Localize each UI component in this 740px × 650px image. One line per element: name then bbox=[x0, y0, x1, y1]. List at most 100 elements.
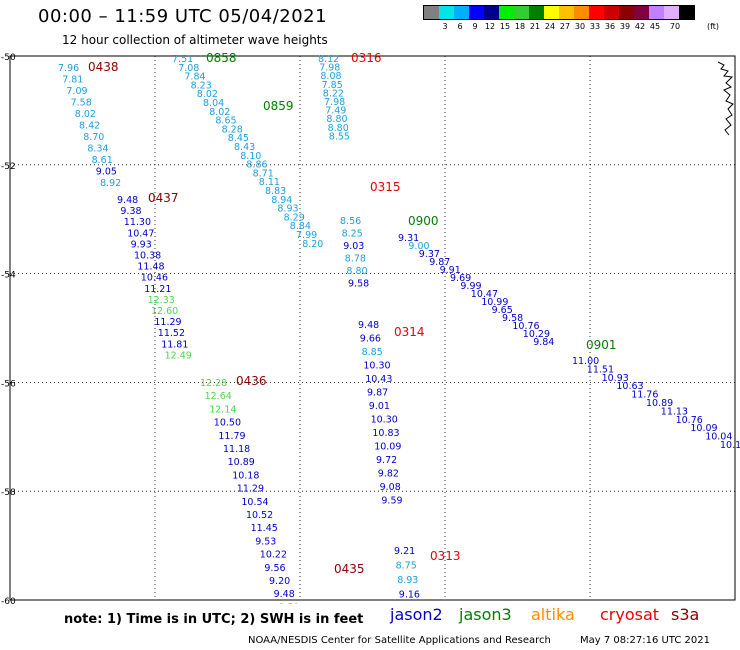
pass-time-label: 0435 bbox=[334, 562, 365, 576]
scale-label: 30 bbox=[574, 22, 586, 31]
swh-value: 12.14 bbox=[209, 404, 236, 415]
swh-value: 10.38 bbox=[134, 251, 161, 262]
lat-tick-label: -52 bbox=[1, 162, 16, 172]
pass-time-label: 0315 bbox=[370, 180, 401, 194]
scale-label: 3 bbox=[442, 22, 448, 31]
swh-value: 9.01 bbox=[369, 401, 390, 412]
page-subtitle: 12 hour collection of altimeter wave hei… bbox=[62, 33, 328, 47]
swh-value: 10.93 bbox=[602, 373, 629, 384]
swh-value: 10.89 bbox=[228, 457, 255, 468]
swh-value: 9.38 bbox=[120, 206, 141, 217]
swh-value: 8.23 bbox=[191, 80, 212, 91]
swh-value: 10.47 bbox=[127, 228, 154, 239]
pass-time-label: 0901 bbox=[586, 338, 617, 352]
scale-swatch bbox=[559, 6, 574, 19]
scale-label: 21 bbox=[529, 22, 541, 31]
swh-value: 11.45 bbox=[251, 523, 278, 534]
swh-value: 11.29 bbox=[154, 317, 181, 328]
swh-value: 8.43 bbox=[234, 142, 255, 153]
swh-value: 10.50 bbox=[214, 418, 241, 429]
swh-value: 8.04 bbox=[203, 98, 224, 109]
scale-swatch bbox=[604, 6, 619, 19]
swh-value: 8.80 bbox=[328, 123, 349, 134]
swh-value: 9.72 bbox=[376, 455, 397, 466]
swh-value: 10.29 bbox=[523, 329, 550, 340]
swh-value: 8.55 bbox=[329, 131, 350, 142]
swh-value: 7.51 bbox=[172, 54, 193, 65]
swh-value: 7.49 bbox=[325, 106, 346, 117]
scale-swatch bbox=[514, 6, 529, 19]
swh-value: 10.18 bbox=[232, 470, 259, 481]
scale-label: 24 bbox=[544, 22, 556, 31]
legend-jason2: jason2 bbox=[390, 605, 443, 624]
swh-value: 10.43 bbox=[365, 374, 392, 385]
swh-value: 8.10 bbox=[240, 151, 261, 162]
lat-tick-label: -54 bbox=[1, 271, 16, 281]
swh-value: 9.53 bbox=[255, 536, 276, 547]
swh-value: 10.16 bbox=[720, 440, 740, 451]
swh-value: 8.11 bbox=[259, 177, 280, 188]
swh-value: 10.04 bbox=[705, 432, 732, 443]
swh-value: 8.34 bbox=[87, 144, 108, 155]
swh-value: 8.92 bbox=[100, 178, 121, 189]
swh-value: 12.64 bbox=[205, 391, 232, 402]
swh-value: 8.02 bbox=[209, 107, 230, 118]
swh-value: 9.21 bbox=[394, 546, 415, 557]
swh-value: 11.79 bbox=[218, 431, 245, 442]
swh-value: 8.12 bbox=[318, 54, 339, 65]
swh-value: 10.63 bbox=[616, 381, 643, 392]
scale-label: 6 bbox=[457, 22, 463, 31]
legend-s3a: s3a bbox=[671, 605, 700, 624]
swh-value: 9.20 bbox=[269, 576, 290, 587]
scale-swatch bbox=[589, 6, 604, 19]
swh-value: 8.59 bbox=[278, 602, 299, 604]
scale-swatch bbox=[649, 6, 664, 19]
scale-swatch bbox=[484, 6, 499, 19]
scale-label: 42 bbox=[634, 22, 646, 31]
scale-swatch bbox=[619, 6, 634, 19]
scale-label: 39 bbox=[619, 22, 631, 31]
swh-value: 7.85 bbox=[322, 80, 343, 91]
scale-swatch bbox=[469, 6, 484, 19]
swh-value: 10.09 bbox=[690, 423, 717, 434]
swh-value: 9.03 bbox=[343, 241, 364, 252]
legend-cryosat: cryosat bbox=[600, 605, 660, 624]
swh-value: 11.00 bbox=[572, 356, 599, 367]
swh-value: 8.93 bbox=[397, 575, 418, 586]
scale-swatch bbox=[634, 6, 649, 19]
scale-label: 18 bbox=[514, 22, 526, 31]
swh-value: 8.45 bbox=[228, 133, 249, 144]
color-scale-labels: 3 6 9 12 15 18 21 24 27 30 33 36 39 42 45 70 (ft) bbox=[423, 20, 719, 32]
swh-value: 10.54 bbox=[241, 497, 268, 508]
swh-value: 8.08 bbox=[320, 71, 341, 82]
swh-value: 7.08 bbox=[178, 63, 199, 74]
swh-value: 7.99 bbox=[296, 230, 317, 241]
swh-value: 10.99 bbox=[481, 297, 508, 308]
swh-value: 9.00 bbox=[408, 241, 429, 252]
swh-value: 9.48 bbox=[358, 320, 379, 331]
swh-value: 9.65 bbox=[492, 305, 513, 316]
swh-value: 10.09 bbox=[374, 442, 401, 453]
swh-value: 9.58 bbox=[502, 313, 523, 324]
swh-value: 9.48 bbox=[274, 589, 295, 600]
swh-value: 7.98 bbox=[319, 63, 340, 74]
swh-value: 11.30 bbox=[124, 217, 151, 228]
color-scale-swatches bbox=[423, 5, 695, 20]
swh-value: 9.56 bbox=[264, 563, 285, 574]
swh-value: 8.75 bbox=[396, 561, 417, 572]
swh-value: 12.33 bbox=[148, 295, 175, 306]
scale-label: 12 bbox=[484, 22, 496, 31]
wave-height-map: -50-52-54-56-58-60-90-87-84-81-78-757.96… bbox=[1, 51, 740, 604]
scale-swatch bbox=[679, 6, 694, 19]
swh-value: 8.20 bbox=[302, 239, 323, 250]
swh-value: 7.09 bbox=[66, 86, 87, 97]
coastline bbox=[717, 61, 734, 136]
swh-value: 9.66 bbox=[360, 334, 381, 345]
swh-value: 8.94 bbox=[271, 195, 292, 206]
swh-value: 7.96 bbox=[58, 63, 79, 74]
swh-value: 11.52 bbox=[158, 328, 185, 339]
scale-swatch bbox=[424, 6, 439, 19]
scale-label: 36 bbox=[604, 22, 616, 31]
scale-label: 15 bbox=[499, 22, 511, 31]
swh-value: 8.93 bbox=[277, 204, 298, 215]
